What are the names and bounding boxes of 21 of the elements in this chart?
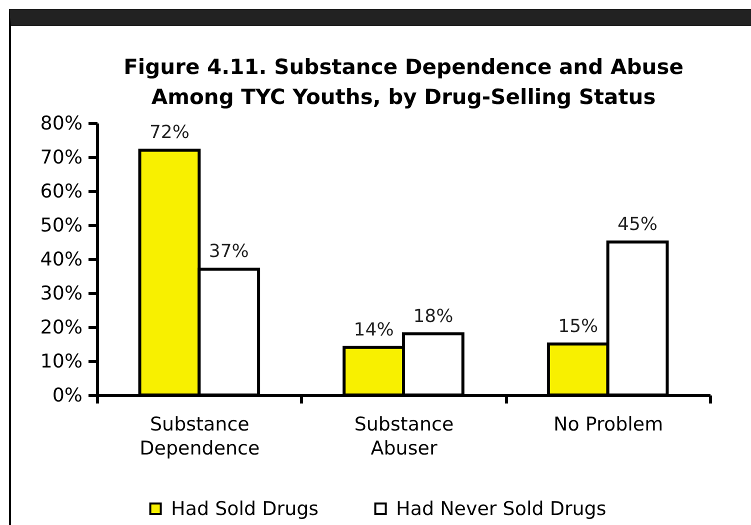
x-tick-label: Substance Dependence bbox=[140, 414, 260, 460]
data-label: 72% bbox=[149, 122, 190, 144]
x-tick-label: Substance Abuser bbox=[354, 414, 454, 460]
legend-label: Had Sold Drugs bbox=[171, 498, 319, 520]
y-tick-label: 0% bbox=[52, 384, 82, 406]
y-tick-label: 40% bbox=[40, 248, 82, 270]
data-label: 14% bbox=[354, 319, 394, 340]
y-tick-label: 70% bbox=[40, 146, 82, 168]
x-tick-label: No Problem bbox=[554, 414, 664, 436]
y-tick-label: 20% bbox=[40, 316, 82, 338]
y-tick-label: 80% bbox=[40, 112, 82, 134]
data-label: 15% bbox=[558, 316, 598, 337]
chart-title: Figure 4.11. Substance Dependence and Abuse Among TYC Youths, by Drug-Selling Status bbox=[124, 55, 684, 109]
y-tick-label: 60% bbox=[40, 180, 82, 202]
legend-label: Had Never Sold Drugs bbox=[396, 498, 606, 520]
y-tick-label: 10% bbox=[40, 350, 82, 372]
data-label: 45% bbox=[618, 214, 658, 235]
data-label: 18% bbox=[413, 306, 454, 327]
y-tick-label: 30% bbox=[40, 282, 82, 304]
y-tick-label: 50% bbox=[40, 214, 82, 236]
data-label: 37% bbox=[208, 241, 249, 262]
